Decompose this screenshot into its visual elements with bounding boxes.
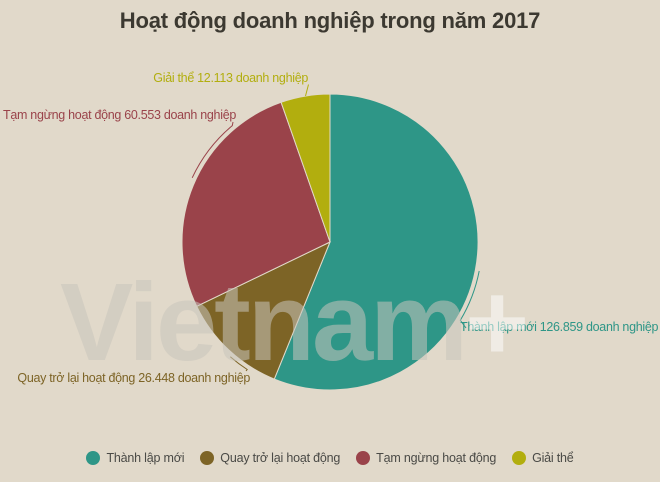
- legend-item-tam-ngung[interactable]: Tạm ngừng hoạt động: [356, 451, 496, 465]
- pie-slice-0[interactable]: [273, 93, 479, 391]
- legend-marker-icon: [200, 451, 215, 465]
- slice-label-tam-ngung: Tạm ngừng hoạt động 60.553 doanh nghiệp: [3, 108, 236, 122]
- callout-line-2: [191, 121, 234, 179]
- legend-label: Tạm ngừng hoạt động: [376, 451, 497, 465]
- legend-marker-icon: [356, 451, 371, 465]
- slice-label-thanh-lap-moi: Thành lập mới 126.859 doanh nghiệp: [460, 320, 659, 334]
- legend-label: Thành lập mới: [106, 451, 185, 465]
- pie-slice-1[interactable]: [196, 240, 331, 380]
- legend-marker-icon: [86, 451, 101, 465]
- callout-line-0: [459, 270, 480, 329]
- legend-item-giai-the[interactable]: Giải thể: [512, 451, 574, 465]
- legend-item-thanh-lap-moi[interactable]: Thành lập mới: [86, 451, 184, 465]
- chart-title: Hoạt động doanh nghiệp trong năm 2017: [119, 8, 541, 33]
- pie-slice-2[interactable]: [181, 101, 331, 307]
- callout-line-1: [229, 356, 248, 372]
- legend-label: Giải thể: [532, 451, 574, 465]
- callout-line-3: [305, 84, 309, 97]
- legend-marker-icon: [512, 451, 527, 465]
- pie-slice-3[interactable]: [280, 93, 331, 243]
- slice-label-quay-tro-lai: Quay trở lại hoạt động 26.448 doanh nghi…: [17, 371, 250, 385]
- legend-label: Quay trở lại hoạt động: [220, 451, 341, 465]
- legend-item-quay-tro-lai[interactable]: Quay trở lại hoạt động: [200, 451, 340, 465]
- legend: Thành lập mới Quay trở lại hoạt động Tạm…: [0, 451, 660, 465]
- slice-label-giai-the: Giải thể 12.113 doanh nghiệp: [153, 71, 308, 85]
